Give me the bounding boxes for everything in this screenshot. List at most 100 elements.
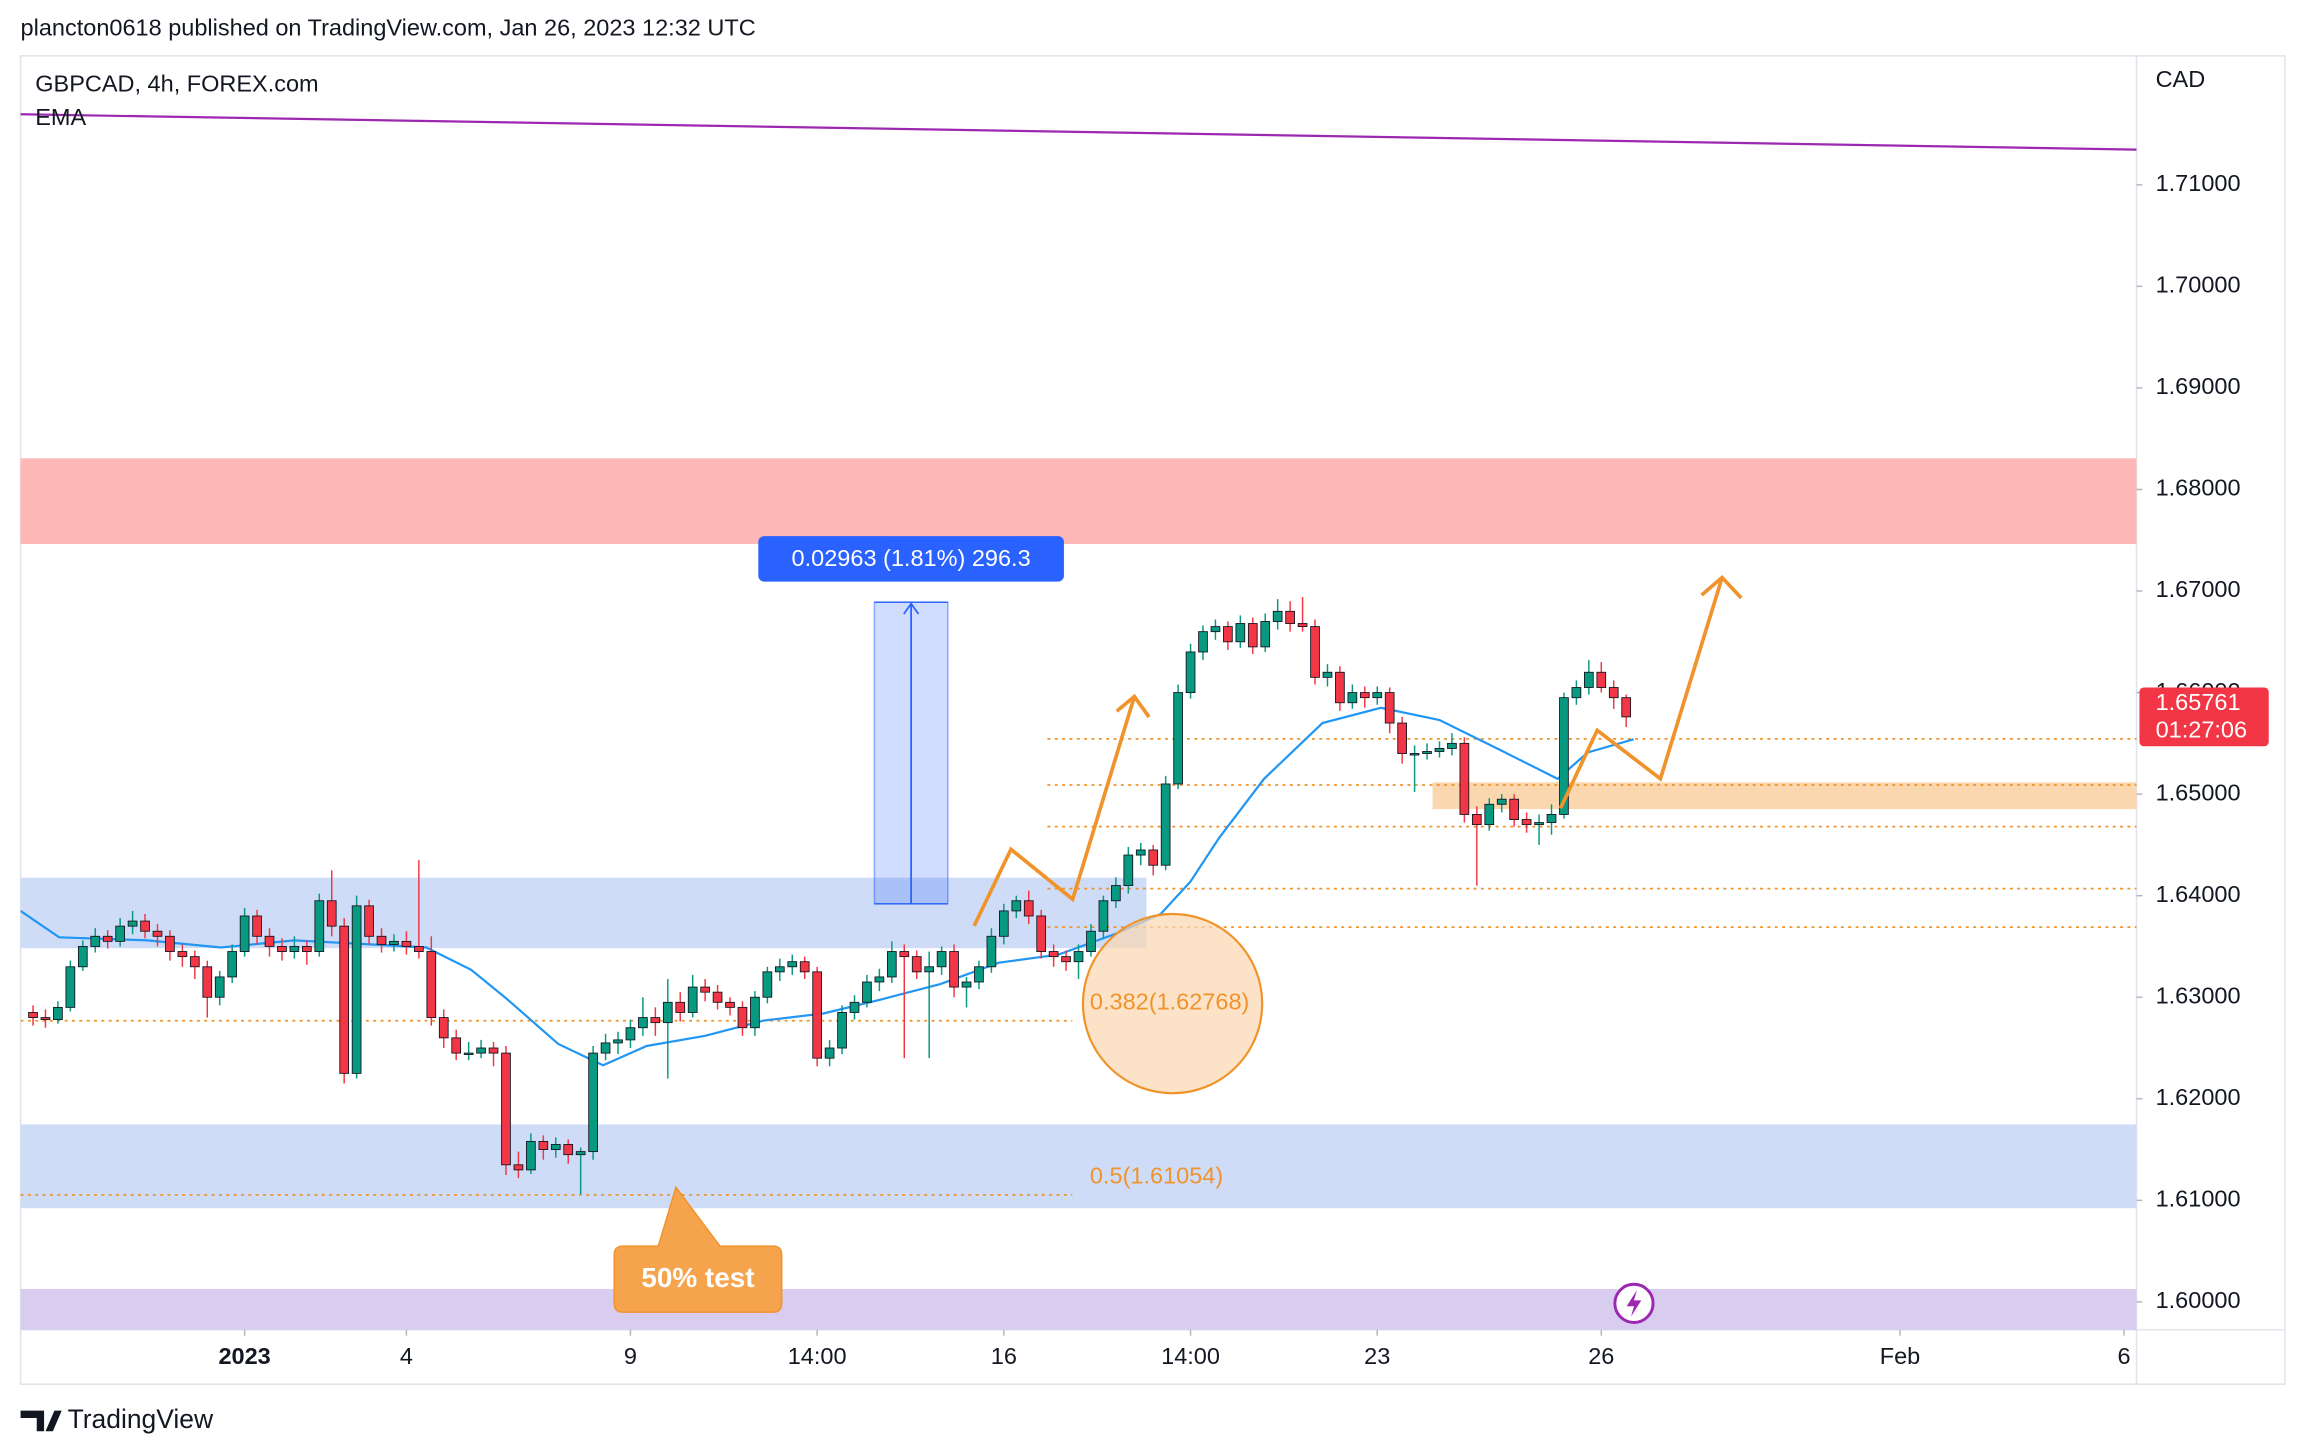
indicator-label: EMA bbox=[35, 104, 86, 130]
candle-body bbox=[1422, 751, 1432, 754]
y-tick-label: 1.60000 bbox=[2156, 1287, 2241, 1313]
candle-body bbox=[1011, 900, 1022, 912]
candle-body bbox=[1247, 623, 1258, 648]
candle-body bbox=[1173, 692, 1183, 785]
measure-label-box bbox=[758, 536, 1064, 582]
candle-body bbox=[936, 951, 947, 968]
candle-body bbox=[588, 1052, 598, 1153]
candle-body bbox=[1372, 692, 1383, 699]
candle-body bbox=[1571, 687, 1582, 699]
candle-body bbox=[837, 1012, 847, 1049]
candle-body bbox=[1185, 651, 1196, 694]
candle-body bbox=[77, 946, 88, 968]
candle-body bbox=[214, 976, 225, 998]
candle-body bbox=[451, 1037, 462, 1054]
candle-body bbox=[650, 1017, 661, 1024]
last-price-tag bbox=[2139, 687, 2269, 747]
candle-body bbox=[90, 935, 101, 947]
candle-body bbox=[115, 925, 125, 942]
candle-body bbox=[426, 951, 437, 1018]
candle-body bbox=[862, 981, 872, 1003]
highlight-circle bbox=[1081, 912, 1264, 1095]
candle-body bbox=[314, 900, 325, 952]
x-tick-label: 2023 bbox=[218, 1343, 270, 1369]
candle-body bbox=[463, 1052, 474, 1055]
candle-body bbox=[638, 1017, 648, 1029]
candle-body bbox=[874, 976, 885, 983]
candle-body bbox=[401, 940, 412, 947]
candle-body bbox=[1310, 626, 1320, 678]
y-tick-label: 1.69000 bbox=[2156, 373, 2241, 399]
candle-body bbox=[189, 956, 200, 968]
candle-body bbox=[376, 935, 387, 945]
candle-body bbox=[575, 1151, 586, 1156]
candle-body bbox=[301, 946, 312, 952]
candle-body bbox=[974, 966, 984, 983]
y-tick-label: 1.63000 bbox=[2156, 982, 2241, 1008]
candle-body bbox=[351, 905, 362, 1074]
candle-body bbox=[1521, 819, 1532, 826]
candle-body bbox=[886, 951, 897, 978]
candle-body bbox=[1235, 623, 1246, 643]
y-tick-label: 1.64000 bbox=[2156, 881, 2241, 907]
candle-body bbox=[563, 1144, 574, 1156]
candle-body bbox=[526, 1140, 536, 1171]
candle-body bbox=[476, 1047, 486, 1054]
candle-body bbox=[1160, 783, 1171, 866]
candle-body bbox=[550, 1144, 561, 1151]
candle-body bbox=[1559, 697, 1569, 815]
x-tick-label: 23 bbox=[1364, 1343, 1390, 1369]
candle-body bbox=[1596, 671, 1607, 688]
candle-body bbox=[625, 1027, 636, 1041]
currency-label: CAD bbox=[2156, 66, 2206, 92]
candle-body bbox=[799, 961, 810, 973]
candle-body bbox=[1135, 849, 1146, 856]
x-tick-label: 9 bbox=[624, 1343, 637, 1369]
candle-body bbox=[1198, 631, 1208, 653]
candle-body bbox=[339, 925, 350, 1074]
candle-body bbox=[812, 971, 823, 1059]
candle-body bbox=[999, 910, 1009, 937]
candle-body bbox=[824, 1047, 835, 1059]
x-tick-label: 14:00 bbox=[788, 1343, 847, 1369]
candle-body bbox=[28, 1012, 38, 1018]
candle-body bbox=[1098, 900, 1109, 932]
x-tick-label: 16 bbox=[991, 1343, 1017, 1369]
candle-body bbox=[725, 1001, 735, 1008]
candle-body bbox=[1409, 753, 1420, 756]
arrow-head bbox=[1115, 693, 1151, 719]
zone bbox=[20, 458, 2137, 545]
candle-body bbox=[364, 905, 374, 937]
candle-body bbox=[911, 956, 922, 973]
candle-body bbox=[177, 951, 188, 958]
candle-body bbox=[737, 1006, 748, 1029]
candle-body bbox=[1223, 626, 1233, 643]
candle-body bbox=[1608, 687, 1619, 699]
candle-body bbox=[1583, 671, 1594, 688]
last-price-label: 1.65761 bbox=[2156, 689, 2241, 715]
y-tick-label: 1.62000 bbox=[2156, 1084, 2241, 1110]
candle-body bbox=[1061, 956, 1071, 963]
candle-body bbox=[986, 935, 997, 968]
candle-body bbox=[1036, 915, 1047, 952]
candle-body bbox=[924, 966, 935, 973]
candle-body bbox=[1384, 692, 1395, 724]
candle-body bbox=[750, 996, 760, 1029]
candle-body bbox=[1534, 822, 1544, 826]
candle-body bbox=[1260, 621, 1271, 648]
callout-box bbox=[613, 1185, 783, 1313]
candle-body bbox=[1272, 610, 1283, 622]
candle-body bbox=[513, 1164, 524, 1171]
candle-body bbox=[40, 1017, 51, 1021]
candle-body bbox=[239, 915, 250, 952]
countdown-label: 01:27:06 bbox=[2156, 717, 2247, 743]
x-tick-label: 4 bbox=[400, 1343, 413, 1369]
y-tick-label: 1.70000 bbox=[2156, 272, 2241, 298]
measure-label: 0.02963 (1.81%) 296.3 bbox=[792, 545, 1031, 571]
candle-body bbox=[1297, 623, 1308, 628]
candle-body bbox=[849, 1001, 860, 1013]
candle-body bbox=[1322, 671, 1333, 678]
candle-body bbox=[1509, 798, 1520, 820]
level-label: 0.5(1.61054) bbox=[1090, 1162, 1223, 1188]
